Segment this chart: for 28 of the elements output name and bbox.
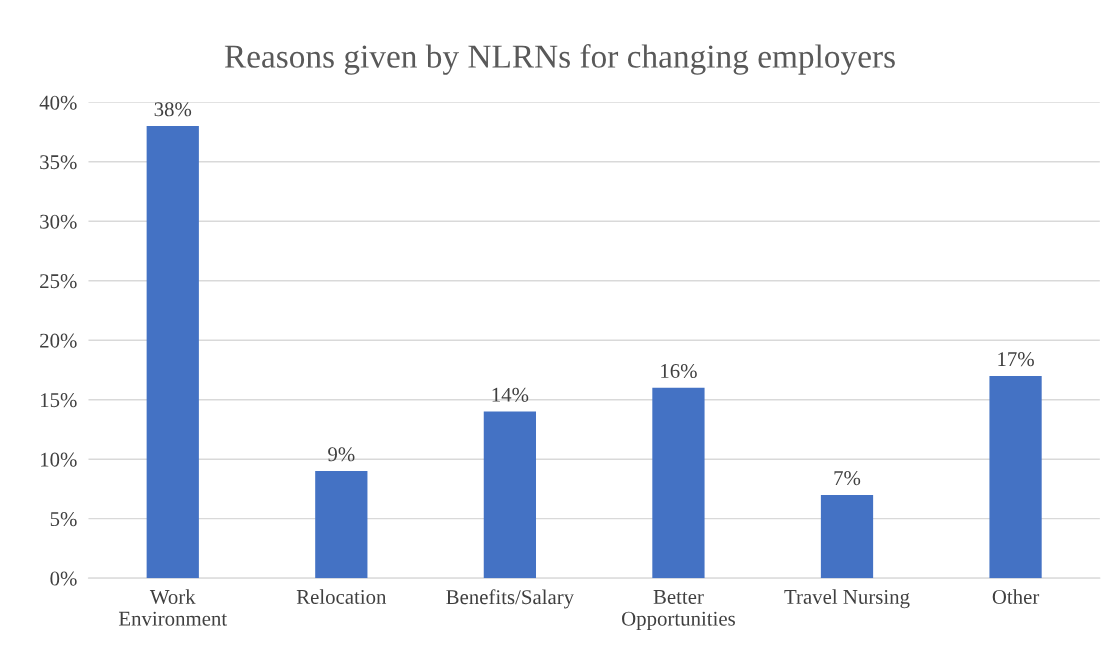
bar xyxy=(820,494,874,579)
y-tick-label: 10% xyxy=(41,452,77,467)
bar xyxy=(483,411,537,579)
data-label: 38% xyxy=(154,102,192,117)
y-tick-label: 40% xyxy=(39,95,77,110)
data-label: 7% xyxy=(834,471,861,486)
y-tick-label: 25% xyxy=(40,274,77,289)
data-label: 17% xyxy=(998,352,1034,367)
x-tick-label: Other xyxy=(992,589,1040,604)
x-tick-label: Benefits/Salary xyxy=(446,589,575,609)
y-tick-label: 20% xyxy=(40,333,77,348)
x-tick-label: Work Environment xyxy=(118,589,228,626)
bar xyxy=(652,387,705,579)
bar xyxy=(146,126,199,579)
bar xyxy=(315,471,368,579)
x-tick-label: Travel Nursing xyxy=(784,589,910,609)
x-tick-label: Better Opportunities xyxy=(622,590,735,630)
y-tick-label: 5% xyxy=(50,512,77,527)
bar xyxy=(989,375,1042,579)
data-label: 16% xyxy=(661,363,697,379)
x-tick-label: Relocation xyxy=(296,589,387,604)
chart-title: Reasons given by NLRNs for changing employers xyxy=(224,44,895,75)
y-tick-label: 15% xyxy=(41,393,77,408)
y-tick-label: 35% xyxy=(40,155,77,170)
data-label: 14% xyxy=(492,387,529,402)
y-tick-label: 30% xyxy=(40,214,77,229)
data-label: 9% xyxy=(328,447,355,462)
y-tick-label: 0% xyxy=(50,571,77,586)
